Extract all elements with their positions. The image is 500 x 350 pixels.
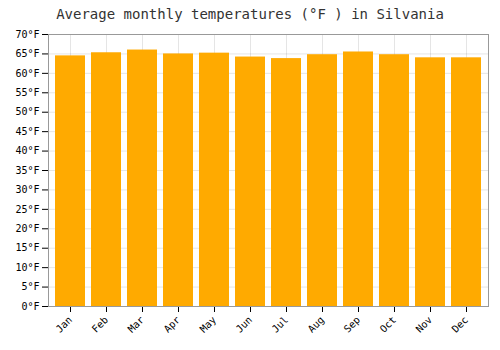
- svg-text:65°F: 65°F: [15, 48, 39, 59]
- svg-text:70°F: 70°F: [15, 29, 39, 40]
- svg-text:May: May: [198, 314, 219, 335]
- svg-text:60°F: 60°F: [15, 68, 39, 79]
- html-text:Average monthly temperatures (: Average monthly temperatures (°F ) in Si…: [56, 6, 444, 22]
- svg-text:40°F: 40°F: [15, 145, 39, 156]
- svg-text:50°F: 50°F: [15, 106, 39, 117]
- svg-text:55°F: 55°F: [15, 87, 39, 98]
- svg-text:0°F: 0°F: [21, 301, 39, 312]
- svg-text:Feb: Feb: [90, 314, 111, 335]
- svg-text:Dec: Dec: [450, 314, 471, 335]
- svg-text:15°F: 15°F: [15, 242, 39, 253]
- svg-text:10°F: 10°F: [15, 262, 39, 273]
- svg-text:Oct: Oct: [378, 314, 399, 335]
- svg-text:25°F: 25°F: [15, 204, 39, 215]
- svg-text:45°F: 45°F: [15, 126, 39, 137]
- svg-text:Mar: Mar: [126, 314, 147, 335]
- svg-text:Sep: Sep: [342, 314, 363, 335]
- svg-text:Jan: Jan: [54, 314, 75, 335]
- svg-text:Apr: Apr: [162, 314, 183, 335]
- svg-text:20°F: 20°F: [15, 223, 39, 234]
- svg-text:30°F: 30°F: [15, 184, 39, 195]
- svg-text:35°F: 35°F: [15, 165, 39, 176]
- svg-text:Aug: Aug: [306, 314, 327, 335]
- svg-text:Jun: Jun: [234, 314, 255, 335]
- svg-text:Jul: Jul: [270, 314, 291, 335]
- svg-text:5°F: 5°F: [21, 281, 39, 292]
- svg-text:Nov: Nov: [414, 314, 435, 335]
